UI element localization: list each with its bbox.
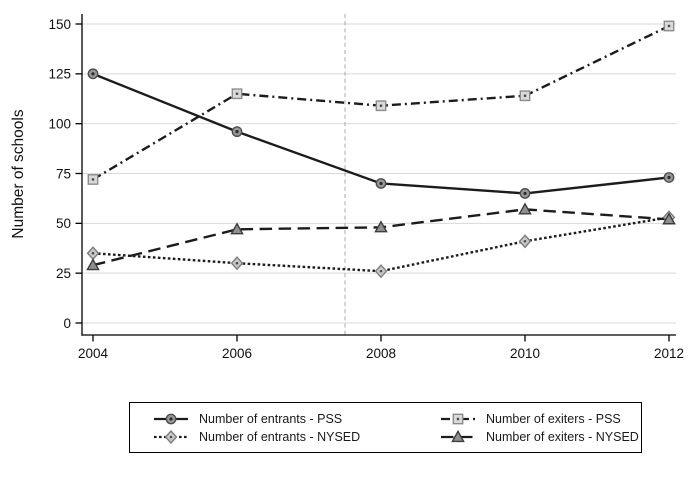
legend-label-entrants-pss: Number of entrants - PSS	[199, 411, 343, 426]
chart-svg: 0 25 50 75 100 125 150 2004 2006 2008 2010 2012 Num…	[10, 14, 684, 361]
svg-text:2008: 2008	[366, 346, 396, 361]
svg-text:2012: 2012	[654, 346, 684, 361]
svg-text:0: 0	[63, 316, 71, 331]
legend-item-entrants-pss: Number of entrants - PSS	[153, 412, 440, 426]
svg-text:75: 75	[56, 166, 71, 181]
legend-item-exiters-pss: Number of exiters - PSS	[440, 412, 641, 426]
legend-label-exiters-pss: Number of exiters - PSS	[486, 411, 621, 426]
svg-text:50: 50	[56, 216, 71, 231]
svg-text:2004: 2004	[78, 346, 109, 361]
legend-label-exiters-nysed: Number of exiters - NYSED	[486, 429, 639, 444]
svg-text:25: 25	[56, 266, 71, 281]
y-axis-title: Number of schools	[10, 109, 27, 238]
legend-label-entrants-nysed: Number of entrants - NYSED	[199, 429, 361, 444]
svg-text:2006: 2006	[222, 346, 252, 361]
legend-item-exiters-nysed: Number of exiters - NYSED	[440, 429, 641, 444]
svg-text:150: 150	[48, 17, 71, 32]
svg-text:125: 125	[48, 67, 71, 82]
svg-text:100: 100	[48, 116, 71, 131]
svg-text:2010: 2010	[510, 346, 540, 361]
legend: Number of entrants - PSS Number of exite…	[129, 402, 642, 453]
entrants-pss-swatch-icon	[154, 413, 188, 424]
exiters-pss-swatch-icon	[441, 413, 475, 424]
entrants-nysed-swatch-icon	[154, 429, 188, 444]
exiters-nysed-swatch-icon	[441, 429, 475, 442]
legend-item-entrants-nysed: Number of entrants - NYSED	[153, 429, 440, 444]
chart-layers: 0 25 50 75 100 125 150 2004 2006 2008 2010 2012	[48, 14, 684, 361]
